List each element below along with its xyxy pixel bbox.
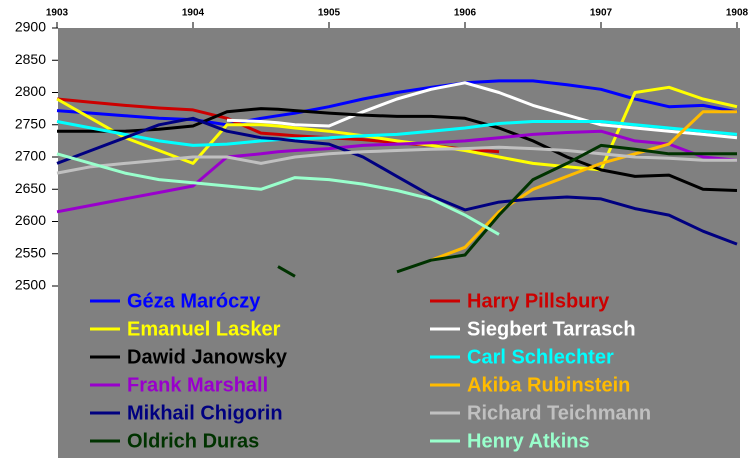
x-tick-label: 1905 (318, 8, 341, 19)
series-line (57, 107, 738, 192)
y-tick-label: 2500 (15, 277, 46, 293)
series-line (56, 145, 737, 175)
legend-label: Henry Atkins (467, 430, 590, 452)
series-line (56, 152, 500, 236)
y-tick-label: 2700 (15, 148, 46, 164)
series-line (56, 85, 738, 172)
legend-label: Emanuel Lasker (127, 318, 281, 340)
y-tick-label: 2800 (15, 83, 46, 99)
legend-label: Carl Schlechter (467, 346, 614, 368)
series-line (430, 110, 737, 262)
series-line (56, 79, 738, 127)
legend-label: Richard Teichmann (467, 402, 651, 424)
legend-label: Frank Marshall (127, 374, 268, 396)
series-line (56, 120, 738, 147)
legend-label: Dawid Janowsky (127, 346, 288, 368)
legend-label: Harry Pillsbury (467, 290, 610, 312)
y-tick-label: 2650 (15, 180, 46, 196)
legend-label: Siegbert Tarrasch (467, 318, 636, 340)
x-tick-label: 1906 (454, 8, 477, 19)
series-line (56, 129, 738, 214)
legend-label: Akiba Rubinstein (467, 374, 630, 396)
y-tick-label: 2600 (15, 212, 46, 228)
legend-label: Géza Maróczy (127, 290, 261, 312)
x-tick-label: 1907 (590, 8, 613, 19)
series-line (226, 81, 738, 140)
y-tick-label: 2900 (15, 19, 46, 35)
legend-label: Oldrich Duras (127, 430, 259, 452)
legend-label: Mikhail Chigorin (127, 402, 283, 424)
y-tick-label: 2550 (15, 244, 46, 260)
y-tick-label: 2850 (15, 51, 46, 67)
y-tick-label: 2750 (15, 115, 46, 131)
x-tick-label: 1908 (726, 8, 749, 19)
x-tick-label: 1903 (46, 8, 69, 19)
x-tick-label: 1904 (182, 8, 205, 19)
series-line (277, 143, 737, 278)
series-line (56, 116, 738, 246)
